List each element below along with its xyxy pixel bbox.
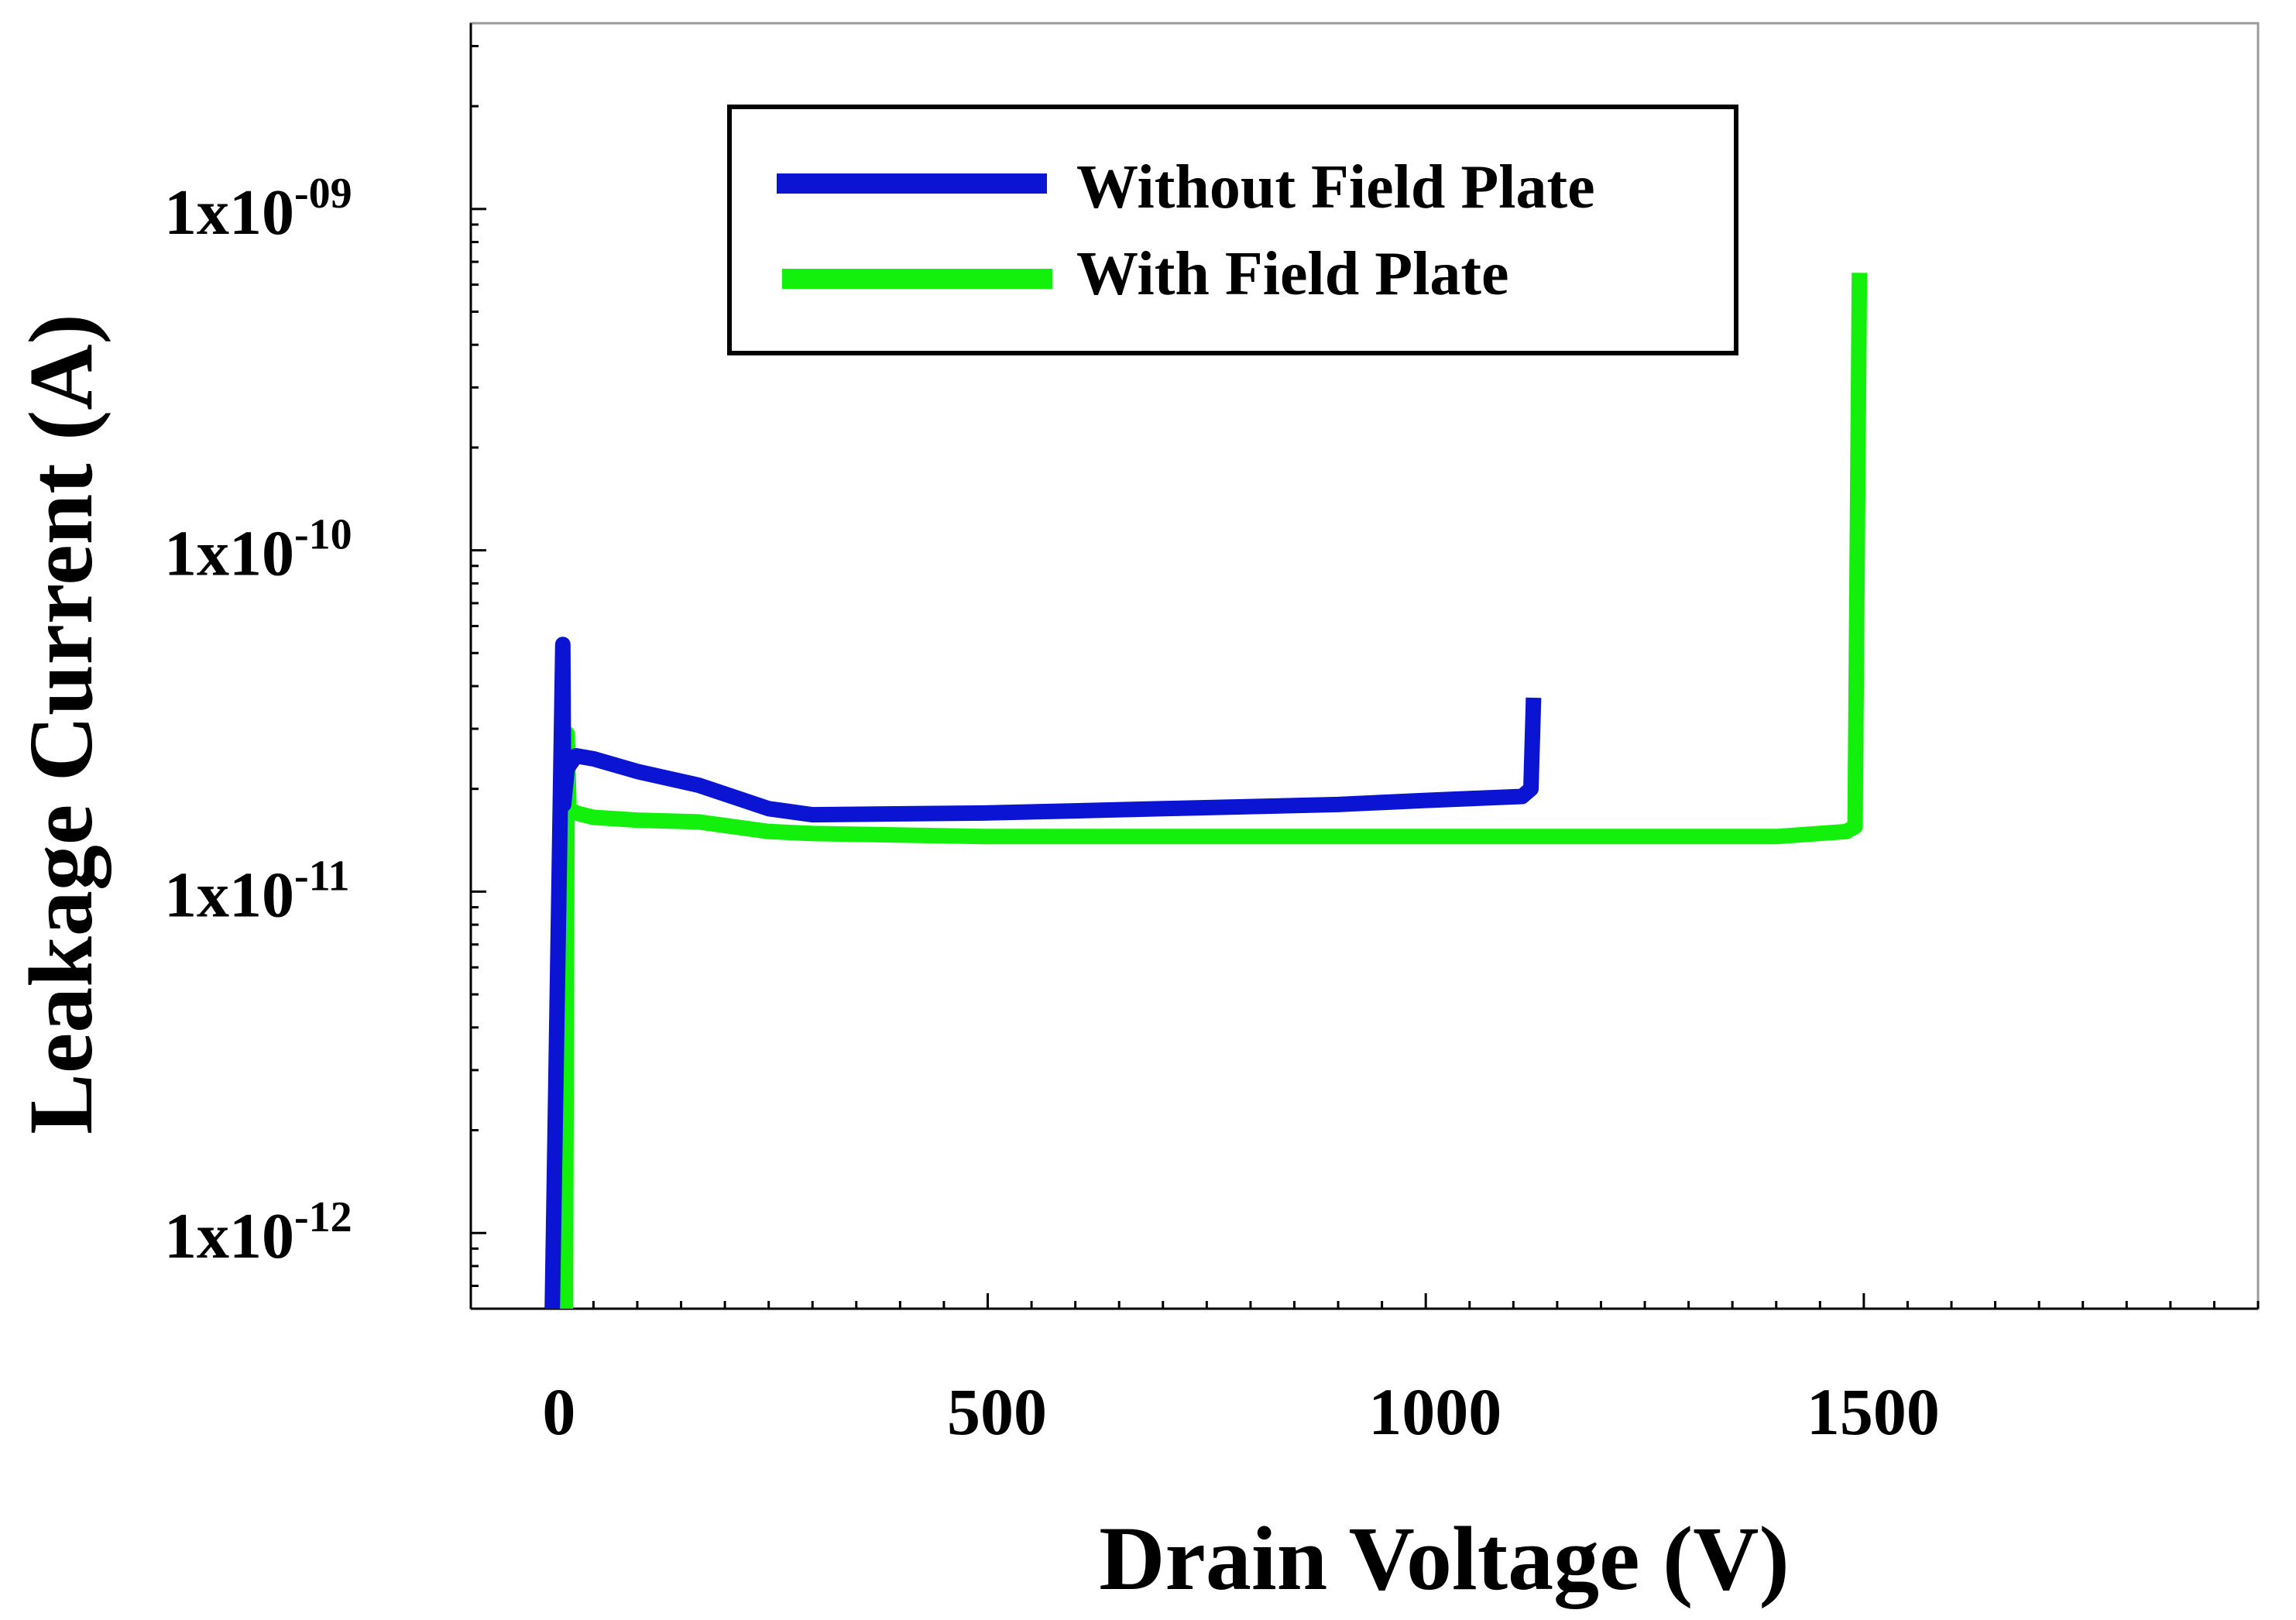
y-tick-label: 1x10-10 <box>164 511 352 590</box>
series-line-without-field-plate <box>544 637 1542 1309</box>
y-axis-ticks: 1x10-12 1x10-11 1x10-10 1x10-09 <box>164 45 486 1310</box>
x-tick-label: 1500 <box>1807 1375 1940 1449</box>
y-axis-title: Leakage Current (A) <box>10 314 112 1134</box>
series-layer <box>544 273 1868 1309</box>
legend-label-with-field-plate: With Field Plate <box>1076 240 1508 308</box>
legend-label-without-field-plate: Without Field Plate <box>1076 153 1595 221</box>
legend: Without Field Plate With Field Plate <box>727 105 1738 355</box>
y-tick-label: 1x10-09 <box>164 170 352 249</box>
series-line-with-field-plate <box>558 273 1868 1309</box>
x-tick-label: 500 <box>947 1375 1047 1449</box>
x-axis-ticks: 0 500 1000 1500 <box>542 1293 2260 1449</box>
y-tick-label: 1x10-11 <box>164 852 350 931</box>
x-tick-label: 1000 <box>1368 1375 1501 1449</box>
y-tick-label: 1x10-12 <box>164 1193 352 1272</box>
x-tick-label: 0 <box>542 1375 575 1449</box>
x-axis-title: Drain Voltage (V) <box>1099 1508 1790 1609</box>
legend-box <box>727 105 1738 355</box>
